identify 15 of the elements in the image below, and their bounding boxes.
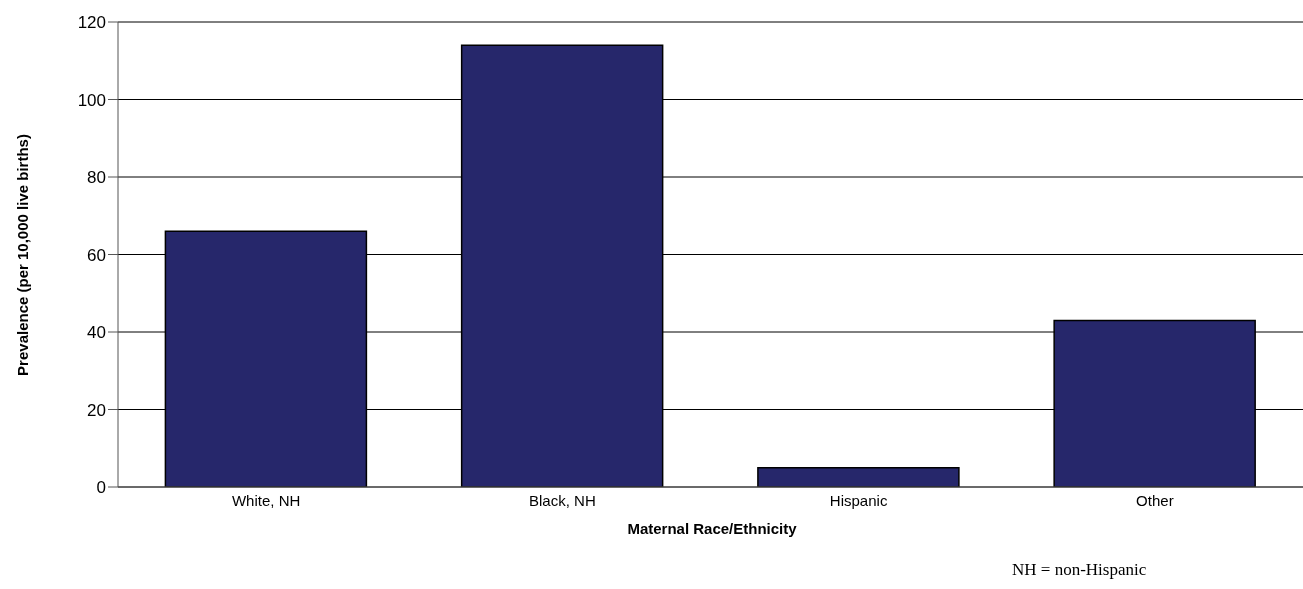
y-tick-label: 40 [87,323,106,343]
x-tick-label: Other [1136,491,1174,509]
x-axis-title: Maternal Race/Ethnicity [627,519,797,537]
y-tick-label: 20 [87,400,106,420]
x-tick-label: White, NH [231,491,301,509]
text: NH = non-Hispanic [1012,560,1147,580]
y-tick-label: 80 [87,168,106,188]
bar [757,466,960,487]
y-tick-label: 60 [87,245,106,265]
y-axis-title: Prevalence (per 10,000 live births) [13,134,31,376]
x-tick-label: Hispanic [829,491,888,509]
y-tick-label: 100 [77,90,106,110]
y-tick-label: 0 [96,478,106,498]
y-tick-label: 120 [77,13,106,33]
x-tick-label: Black, NH [529,491,596,509]
